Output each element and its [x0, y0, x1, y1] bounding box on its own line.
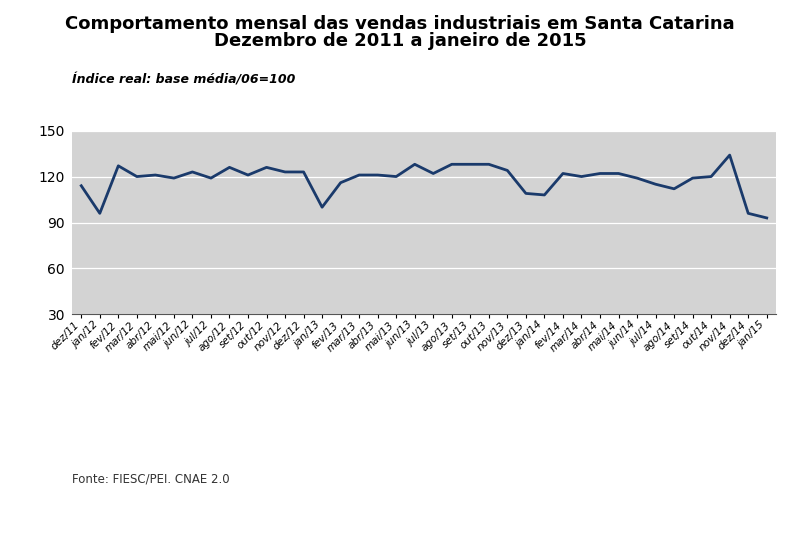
Text: Comportamento mensal das vendas industriais em Santa Catarina: Comportamento mensal das vendas industri…	[65, 15, 735, 33]
Text: Fonte: FIESC/PEI. CNAE 2.0: Fonte: FIESC/PEI. CNAE 2.0	[72, 472, 230, 485]
Text: Dezembro de 2011 a janeiro de 2015: Dezembro de 2011 a janeiro de 2015	[214, 32, 586, 50]
Text: Índice real: base média/06=100: Índice real: base média/06=100	[72, 74, 295, 86]
